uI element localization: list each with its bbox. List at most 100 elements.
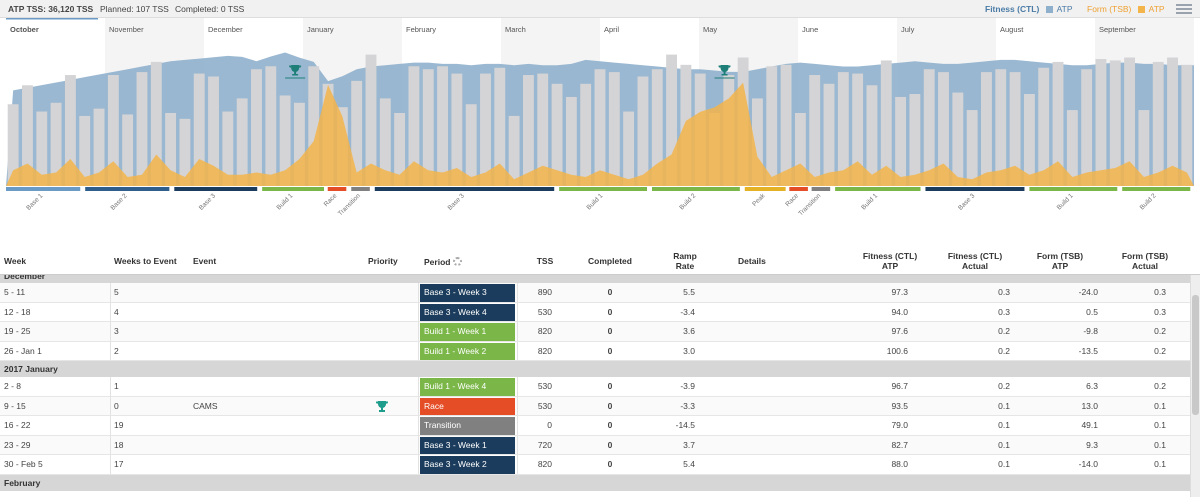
weekly-tss-bar [64,75,76,186]
cell-completed: 0 [607,306,613,317]
table-row[interactable]: 30 - Feb 5 17 820 0 5.4 88.0 0.1 -14.0 0.1 Base 3… [0,455,1190,475]
form-legend[interactable]: Form (TSB) ATP [1087,4,1165,14]
weekly-tss-bar [179,118,191,186]
column-divider [110,416,111,435]
header-details[interactable]: Details [738,256,766,266]
header-tss[interactable]: TSS [536,256,554,266]
column-divider [110,322,111,341]
period-badge[interactable]: Race [420,397,515,415]
column-divider [418,377,419,396]
month-label[interactable]: June [802,25,818,34]
month-label[interactable]: July [901,25,915,34]
period-badge[interactable]: Base 3 - Week 2 [420,456,515,474]
cell-ramp: 3.7 [683,439,695,450]
cell-wte: 4 [114,306,119,317]
header-week[interactable]: Week [4,256,27,266]
cell-ramp: 5.4 [683,459,695,469]
header-weeks-to-event[interactable]: Weeks to Event [114,256,177,266]
period-badge[interactable]: Build 1 - Week 4 [420,378,515,396]
month-label[interactable]: May [703,25,717,34]
period-badge[interactable]: Build 1 - Week 2 [420,342,515,360]
cell-form-atp: -24.0 [1078,287,1098,297]
month-label[interactable]: December [208,25,243,34]
table-row[interactable]: 26 - Jan 1 2 820 0 3.0 100.6 0.2 -13.5 0.2 Build … [0,341,1190,361]
header-fitness-actual[interactable]: Fitness (CTL) Actual [935,251,1015,271]
column-divider [517,396,518,415]
month-label[interactable]: September [1099,25,1136,34]
header-event[interactable]: Event [193,256,217,266]
period-badge[interactable]: Build 1 - Week 1 [420,323,515,341]
fitness-legend[interactable]: Fitness (CTL) ATP [985,4,1073,14]
period-badge[interactable]: Base 3 - Week 3 [420,284,515,302]
trophy-icon[interactable] [714,65,735,79]
table-row[interactable]: 19 - 25 3 820 0 3.6 97.6 0.2 -9.8 0.2 Build 1 - W… [0,322,1190,342]
month-label[interactable]: October [10,25,39,34]
column-divider [110,435,111,454]
cell-form-atp: 49.1 [1081,420,1098,430]
table-row[interactable]: 5 - 11 5 890 0 5.5 97.3 0.3 -24.0 0.3 Base 3 - We… [0,283,1190,303]
cell-form-act: 0.1 [1154,420,1166,430]
weekly-tss-bar [208,76,219,186]
month-label[interactable]: February [406,25,436,34]
weekly-tss-bar [895,96,907,186]
cell-tss: 890 [537,287,552,297]
month-label[interactable]: August [1000,25,1024,34]
scrollbar-thumb[interactable] [1192,295,1199,415]
cell-form-atp: -13.5 [1078,345,1098,356]
weekly-tss-bar [465,104,477,186]
form-legend-label: Form (TSB) [1087,4,1132,14]
table-row[interactable]: 2 - 8 1 530 0 -3.9 96.7 0.2 6.3 0.2 Build 1 - Wee… [0,377,1190,397]
period-label: Race [784,192,800,208]
table-row[interactable]: 12 - 18 4 530 0 -3.4 94.0 0.3 0.5 0.3 Base 3 - We… [0,302,1190,322]
header-completed[interactable]: Completed [588,256,632,266]
cell-week: 23 - 29 [4,439,31,450]
month-label[interactable]: January [307,25,334,34]
cell-form-act: 0.1 [1154,459,1166,469]
header-fitness-atp[interactable]: Fitness (CTL) ATP [850,251,930,271]
period-badge[interactable]: Base 3 - Week 4 [420,303,515,321]
month-label[interactable]: November [109,25,144,34]
weekly-tss-bar [580,83,592,186]
header-period[interactable]: Period [424,257,463,267]
form-swatch [1137,6,1145,13]
header-priority[interactable]: Priority [368,256,398,266]
cell-tss: 530 [537,400,552,411]
header-fitness-actual-line1: Fitness (CTL) [947,251,1003,261]
table-row[interactable]: 9 - 15 0 CAMS 530 0 -3.3 93.5 0.1 13.0 0.1 Race [0,396,1190,416]
gear-icon[interactable] [453,257,463,266]
table-row[interactable]: 16 - 22 19 0 0 -14.5 79.0 0.1 49.1 0.1 Transition [0,416,1190,436]
header-ramp-rate[interactable]: Ramp Rate [665,251,705,271]
menu-icon[interactable] [1176,4,1192,14]
weekly-tss-bar [365,54,377,186]
header-form-actual[interactable]: Form (TSB) Actual [1105,251,1185,271]
period-label: Base 3 [957,192,977,212]
weekly-tss-bar [852,73,864,186]
column-divider [110,341,111,360]
cell-tss: 0 [547,420,552,430]
month-label[interactable]: March [505,25,526,34]
table-scrollbar[interactable] [1190,275,1200,497]
cell-ramp: 3.0 [683,345,695,356]
weekly-tss-bar [351,80,363,186]
atp-tss-stat: ATP TSS: 36,120 TSS [8,4,93,14]
cell-form-act: 0.2 [1154,326,1166,336]
period-label: Base 3 [447,192,467,212]
weekly-tss-bar [308,66,320,186]
period-badge[interactable]: Transition [420,417,515,435]
column-divider [418,302,419,321]
table-row[interactable]: 23 - 29 18 720 0 3.7 82.7 0.1 9.3 0.1 Base 3 - We… [0,435,1190,455]
trophy-icon[interactable] [285,65,306,79]
period-badge[interactable]: Base 3 - Week 1 [420,436,515,454]
period-label: Base 2 [109,192,129,212]
weekly-tss-bar [1181,64,1193,186]
header-form-actual-line2: Actual [1132,261,1158,271]
month-label[interactable]: April [604,25,619,34]
header-form-atp[interactable]: Form (TSB) ATP [1020,251,1100,271]
cell-ramp: -3.9 [680,381,695,391]
weekly-tss-bar [107,75,119,186]
cell-wte: 18 [114,439,124,450]
form-area [6,82,1194,186]
cell-completed: 0 [607,420,613,430]
cell-ramp: 5.5 [683,287,695,297]
column-divider [517,435,518,454]
